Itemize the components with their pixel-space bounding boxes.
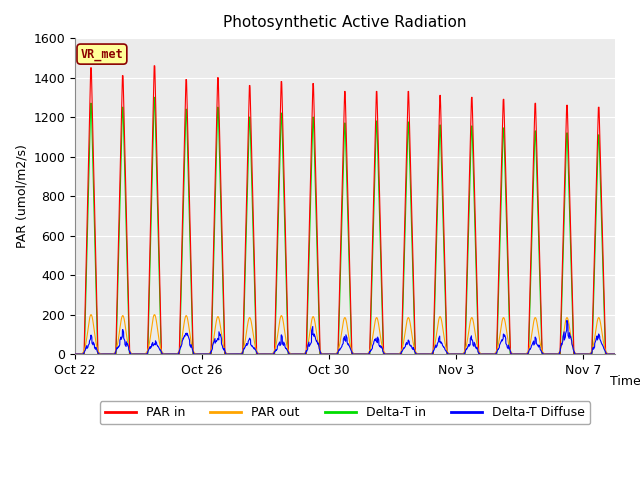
Y-axis label: PAR (umol/m2/s): PAR (umol/m2/s) [15,144,28,248]
Title: Photosynthetic Active Radiation: Photosynthetic Active Radiation [223,15,467,30]
X-axis label: Time: Time [610,375,640,388]
Text: VR_met: VR_met [81,48,124,60]
Legend: PAR in, PAR out, Delta-T in, Delta-T Diffuse: PAR in, PAR out, Delta-T in, Delta-T Dif… [100,401,590,424]
